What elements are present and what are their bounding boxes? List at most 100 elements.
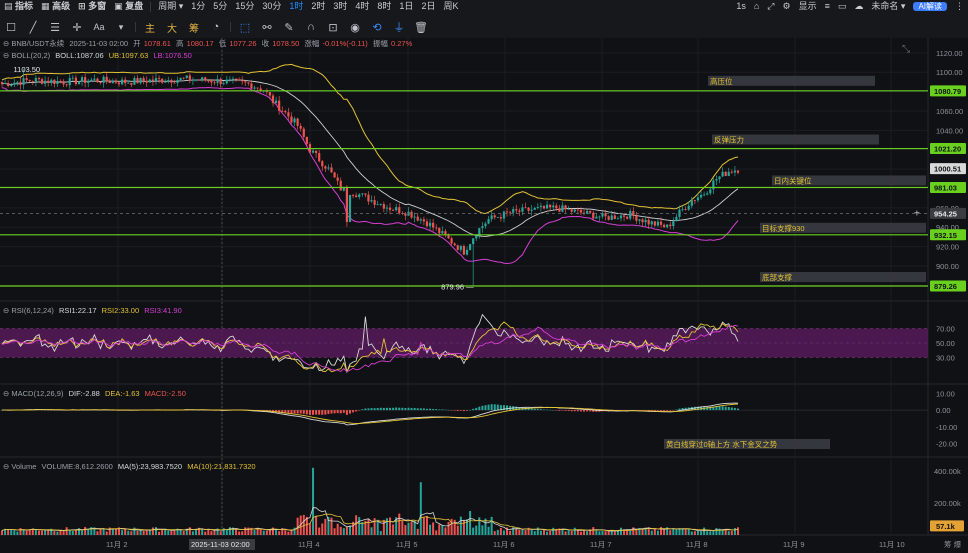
draw-mode-icon[interactable]: ⟲ [372,21,382,34]
macd-histogram-bar [737,408,739,411]
macd-histogram-bar [678,408,681,411]
candle-body [154,77,158,81]
ai-interpret-button[interactable]: AI解读 [909,0,951,13]
line-icon[interactable]: ╱ [29,21,37,34]
candle-body [259,88,262,91]
timeframe-6-button[interactable]: 3时 [333,1,348,11]
multi-window-button[interactable]: ⊞ 多窗 [78,1,107,11]
period-dropdown[interactable]: 周期 ▾ [158,1,184,11]
candle-body [53,79,56,84]
macd-histogram-bar [481,405,484,411]
crosshair-plus-icon: + [914,208,920,219]
volume-bar [478,517,481,535]
display-dropdown[interactable]: 显示 [798,1,817,11]
volume-bar [284,530,287,535]
candle-body [315,150,318,154]
advanced-button[interactable]: ▦ 高级 [41,1,71,11]
timeframe-10-button[interactable]: 2日 [421,1,436,11]
timeframe-7-button[interactable]: 4时 [355,1,370,11]
macd-histogram-bar [561,410,564,411]
price-tag-box [930,85,966,97]
macd-axis-label: -10.00 [936,423,957,432]
legend-low: 1077.26 [229,39,256,48]
volume-bar [315,516,318,535]
timeframe-0-button[interactable]: 1分 [191,1,206,11]
camera-icon[interactable]: ⌂ [753,1,760,11]
indicator-button[interactable]: ▤ 指标 [4,1,34,11]
volume-bar [536,527,539,535]
volume-bar [201,528,204,535]
cloud-icon[interactable]: ☁ [854,1,864,11]
interval-1s-button[interactable]: 1s [736,1,746,11]
unnamed-layout-dropdown[interactable]: 未命名 ▾ [871,1,906,11]
candle-body [450,238,453,244]
candle-body [31,81,34,82]
volume-bar [305,516,308,535]
candle-body [441,231,444,234]
select-box-icon[interactable]: ⬚ [239,21,251,34]
volume-bar [466,519,469,535]
volume-bar [176,528,179,535]
menu-icon[interactable]: ≡ [824,1,830,11]
timeframe-3-button[interactable]: 30分 [262,1,282,11]
main-force-button[interactable]: 主 [145,23,155,35]
volume-bar [182,530,185,535]
volume-bar [459,516,462,535]
menu-lines-icon[interactable]: ☰ [50,21,60,34]
price-tag-label: 1080.79 [934,87,961,96]
pen-icon[interactable]: ✎ [284,21,294,34]
crosshair-icon[interactable]: ✛ [72,21,82,34]
square-icon[interactable]: ☐ [6,21,16,34]
fullscreen-icon[interactable]: ⤢ [767,1,775,11]
candle-body [345,186,349,223]
ruler-icon[interactable]: ⚯ [262,21,272,34]
candle-body [462,246,466,255]
macd-histogram-bar [376,408,379,411]
timeframe-5-button[interactable]: 2时 [311,1,326,11]
candle-body [613,215,616,219]
candle-body [71,77,74,79]
timeframe-2-button[interactable]: 15分 [235,1,255,11]
clock-icon[interactable]: ◔ [212,21,220,33]
note-target-support-text: 目标支撑930 [762,223,805,233]
volume-bar [666,527,669,535]
macd-histogram-bar [401,407,404,411]
layout-icon[interactable]: ▭ [837,1,847,11]
volume-bar [90,527,93,535]
more-icon[interactable]: ⋮ [955,1,964,11]
chart-canvas[interactable]: ⊖ BNB/USDT永续 2025-11-03 02:00 开 1078.61 … [0,38,968,553]
magnet-icon[interactable]: ∩ [307,21,315,33]
volume-bar [151,527,154,535]
timeframe-8-button[interactable]: 8时 [377,1,392,11]
timeframe-4-button[interactable]: 1时 [289,1,304,11]
chevron-down-icon[interactable]: ▾ [118,21,124,32]
replay-button[interactable]: ▣ 复盘 [114,1,144,11]
settings-gear-icon[interactable]: ⚙ [782,1,791,11]
volume-bar [34,529,37,535]
volume-bar [219,531,222,535]
timeframe-11-button[interactable]: 周K [443,1,459,11]
rsi2-value: RSI2:33.00 [102,306,140,315]
volume-bar [145,530,148,535]
chips-button[interactable]: 筹 [189,23,199,35]
volume-bar [50,528,53,535]
trash-icon[interactable]: 🗑 [414,21,428,34]
note-rebound-resistance: 反弹压力 [712,134,879,145]
filter-icon[interactable]: ⏚ [393,22,405,34]
volume-bar [271,527,274,535]
timeframe-9-button[interactable]: 1日 [399,1,414,11]
candle-body [111,80,114,84]
volume-bar [164,529,167,535]
big-order-button[interactable]: 大 [167,23,177,35]
macd-histogram-bar [438,409,441,411]
text-aa-icon[interactable]: Aa [93,22,105,32]
macd-histogram-bar [321,410,324,415]
legend-boll-mid: BOLL:1087.06 [55,51,103,60]
lock-icon[interactable]: ⊡ [328,21,338,34]
price-tag-box [930,143,966,155]
timeframe-1-button[interactable]: 5分 [213,1,228,11]
candle-body [207,80,210,82]
eye-icon[interactable]: ◉ [350,21,360,34]
candle-body [247,82,250,84]
candle-body [570,209,573,212]
